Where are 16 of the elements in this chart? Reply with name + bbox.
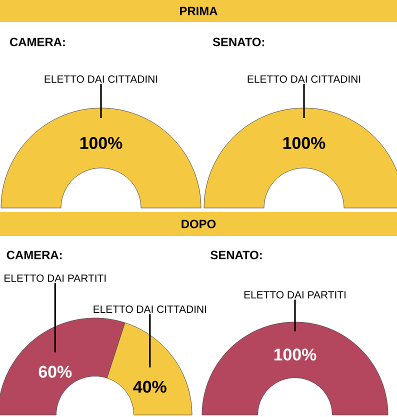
slice-label: ELETTO DAI PARTITI <box>4 274 106 282</box>
data-label: 100% <box>283 137 326 149</box>
chart-title: SENATO: <box>210 250 262 260</box>
slice-label: ELETTO DAI CITTADINI <box>94 306 206 313</box>
chart-title: CAMERA: <box>10 38 65 46</box>
data-label: 100% <box>80 137 122 149</box>
data-label: 100% <box>274 348 316 361</box>
data-label: 60% <box>38 366 72 378</box>
chart-title: SENATO: <box>212 38 264 46</box>
slice-label: ELETTO DAI PARTITI <box>244 291 346 298</box>
slice-label: ELETTO DAI CITTADINI <box>248 75 360 83</box>
chart-title: CAMERA: <box>6 250 62 260</box>
slice-label: ELETTO DAI CITTADINI <box>44 75 158 83</box>
text: PRIMA <box>180 6 218 16</box>
data-label: 40% <box>133 380 166 393</box>
text: DOPO <box>182 220 216 228</box>
